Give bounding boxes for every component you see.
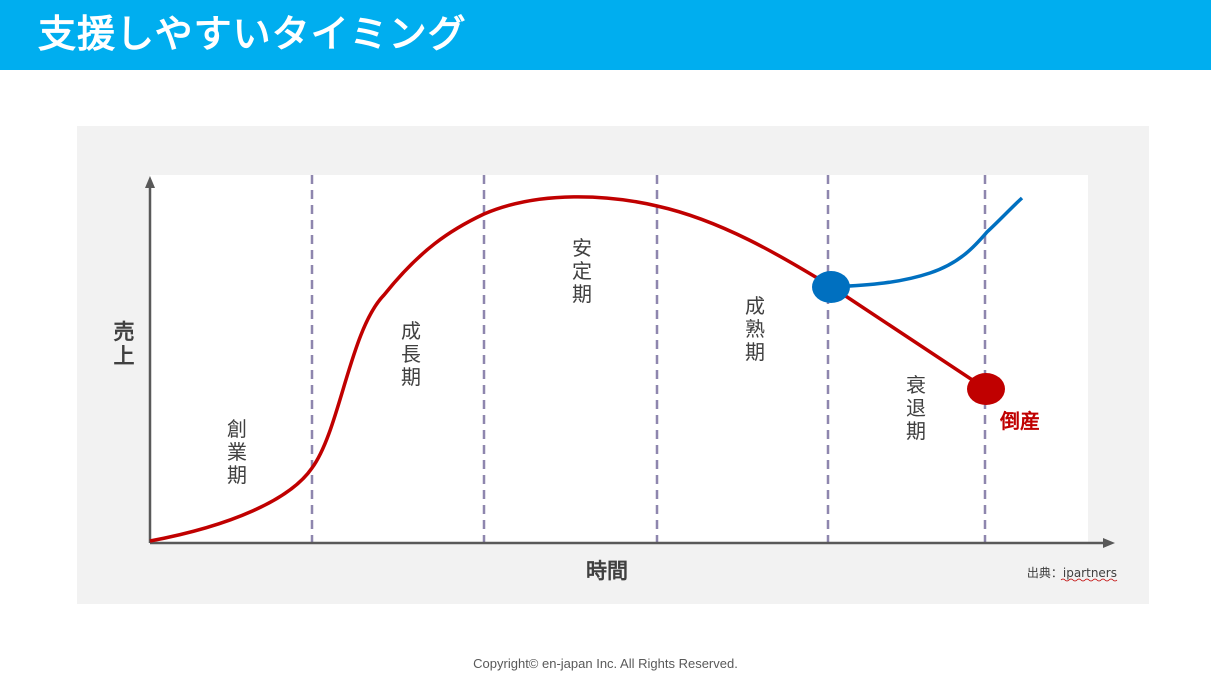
- phase-label-stable: 安定期: [572, 236, 592, 306]
- phase-label-founding: 創業期: [227, 417, 247, 487]
- phase-label-mature: 成熟期: [745, 294, 765, 364]
- y-axis-label: 売上: [114, 320, 135, 368]
- lifecycle-curve: [149, 195, 987, 543]
- header-bar: 支援しやすいタイミング: [0, 0, 1211, 70]
- support-point: [812, 271, 850, 303]
- recovery-curve: [831, 196, 1024, 289]
- phase-label-growth: 成長期: [401, 319, 421, 389]
- bankruptcy-label: 倒産: [999, 409, 1040, 433]
- x-axis-arrow: [1103, 538, 1115, 548]
- copyright-footer: Copyright© en-japan Inc. All Rights Rese…: [473, 656, 738, 671]
- page-title: 支援しやすいタイミング: [38, 12, 467, 56]
- x-axis-label: 時間: [586, 559, 628, 583]
- spellcheck-underline: [1060, 578, 1118, 582]
- y-axis-arrow: [145, 176, 155, 188]
- bankruptcy-point: [967, 373, 1005, 405]
- phase-label-decline: 衰退期: [906, 373, 926, 443]
- plot-area: [150, 175, 1088, 543]
- source-note: 出典：ipartners: [1027, 566, 1117, 580]
